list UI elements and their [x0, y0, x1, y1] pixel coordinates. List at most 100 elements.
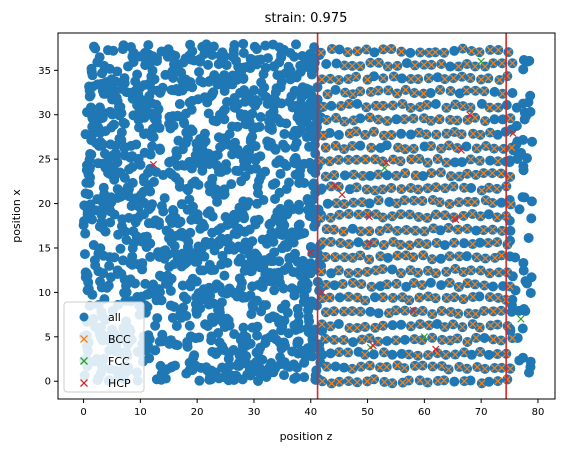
point-all — [99, 189, 110, 200]
point-all — [526, 213, 537, 224]
point-all — [183, 185, 194, 196]
point-all — [405, 129, 416, 140]
point-bcc — [494, 46, 503, 54]
point-bcc — [344, 348, 352, 357]
point-all — [278, 283, 289, 294]
point-bcc — [455, 172, 463, 181]
point-bcc — [379, 265, 387, 273]
point-bcc — [467, 47, 476, 55]
point-all — [116, 108, 127, 119]
point-all — [125, 41, 136, 52]
point-all — [382, 336, 393, 347]
point-bcc — [450, 128, 459, 136]
point-bcc — [428, 255, 436, 263]
point-all — [181, 81, 192, 92]
point-all — [405, 47, 416, 58]
point-all — [237, 345, 248, 356]
point-all — [209, 264, 220, 275]
point-all — [221, 159, 232, 170]
point-bcc — [493, 320, 502, 329]
point-bcc — [423, 378, 432, 387]
point-all — [299, 372, 310, 383]
point-bcc — [392, 306, 400, 314]
point-bcc — [481, 365, 489, 373]
point-bcc — [379, 213, 387, 222]
legend-label-fcc: FCC — [108, 355, 130, 368]
point-bcc — [318, 75, 326, 84]
point-all — [151, 167, 162, 178]
point-all — [321, 59, 332, 70]
point-all — [266, 227, 277, 238]
point-all — [290, 227, 301, 238]
point-all — [141, 242, 152, 253]
point-bcc — [353, 324, 361, 332]
point-all — [461, 141, 472, 152]
point-bcc — [335, 211, 344, 219]
point-bcc — [365, 255, 373, 264]
point-bcc — [349, 199, 358, 207]
point-all — [181, 310, 192, 321]
point-all — [164, 111, 175, 122]
point-hcp — [318, 288, 326, 297]
point-all — [276, 303, 287, 314]
point-all — [240, 118, 251, 129]
point-all — [339, 170, 350, 181]
point-all — [264, 332, 275, 343]
point-bcc — [348, 142, 356, 150]
point-all — [109, 174, 120, 185]
point-all — [283, 328, 294, 339]
point-all — [231, 55, 242, 66]
point-bcc — [464, 309, 473, 317]
point-bcc — [401, 307, 409, 315]
point-bcc — [402, 251, 410, 260]
point-bcc — [405, 296, 413, 304]
point-all — [425, 87, 436, 98]
point-all — [244, 224, 255, 235]
point-bcc — [411, 61, 419, 70]
point-bcc — [459, 102, 467, 110]
point-all — [308, 178, 319, 189]
point-bcc — [443, 294, 451, 302]
legend-marker-hcp — [80, 379, 88, 387]
point-bcc — [326, 214, 335, 222]
point-all — [253, 214, 264, 225]
point-bcc — [477, 266, 485, 275]
point-all — [164, 156, 175, 167]
point-all — [187, 201, 198, 212]
point-bcc — [389, 294, 397, 302]
point-bcc — [497, 169, 505, 178]
point-all — [518, 257, 529, 268]
point-bcc — [363, 210, 371, 218]
point-bcc — [441, 75, 449, 83]
point-bcc — [335, 156, 343, 164]
point-all — [521, 153, 532, 164]
point-bcc — [352, 156, 361, 164]
point-bcc — [406, 241, 414, 250]
point-bcc — [493, 213, 501, 222]
point-all — [347, 223, 358, 234]
point-all — [485, 155, 496, 166]
point-all — [305, 48, 316, 59]
point-bcc — [476, 131, 484, 139]
point-bcc — [462, 86, 471, 95]
point-bcc — [420, 114, 428, 122]
point-all — [306, 69, 317, 80]
point-bcc — [460, 348, 468, 357]
point-bcc — [429, 362, 437, 371]
point-bcc — [508, 334, 516, 342]
legend-marker-bcc — [80, 335, 88, 343]
point-all — [108, 164, 119, 175]
point-bcc — [352, 73, 360, 81]
point-bcc — [418, 361, 427, 370]
point-all — [352, 98, 363, 109]
point-all — [78, 220, 89, 231]
point-all — [138, 80, 149, 91]
point-all — [179, 258, 190, 269]
point-bcc — [318, 320, 326, 329]
point-all — [158, 365, 169, 376]
point-all — [369, 292, 380, 303]
point-bcc — [323, 363, 331, 371]
point-all — [252, 181, 263, 192]
point-bcc — [486, 46, 494, 54]
